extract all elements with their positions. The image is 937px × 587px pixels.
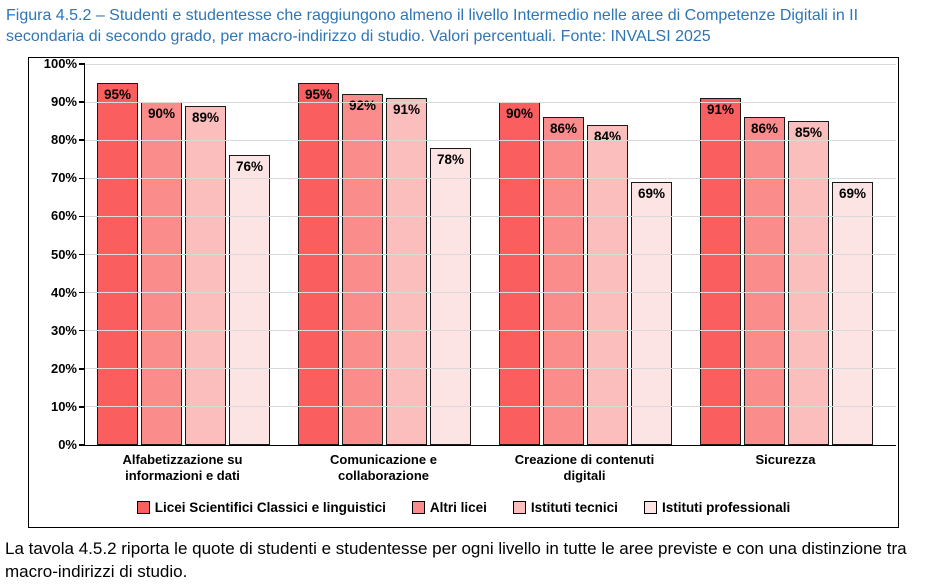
gridline bbox=[85, 330, 896, 332]
y-axis-tick-label: 10% bbox=[50, 398, 77, 414]
legend-label: Istituti professionali bbox=[661, 500, 791, 515]
bar: 92% bbox=[342, 94, 383, 445]
plot-area: 95% 90% 89% 76% 95% 92% 91% 78% 90% 86% 84% 69% 91% 8… bbox=[44, 56, 896, 452]
x-axis-category-label: Comunicazione e collaborazione bbox=[330, 452, 437, 483]
bar-value-label: 91% bbox=[392, 102, 421, 118]
legend-label: Altri licei bbox=[429, 500, 487, 515]
y-axis-tick bbox=[79, 101, 85, 103]
y-axis-tick bbox=[79, 63, 85, 65]
bar-group: 91% 86% 85% 69% bbox=[700, 98, 873, 445]
bar-value-label: 78% bbox=[436, 151, 465, 167]
legend-label: Istituti tecnici bbox=[530, 500, 618, 515]
footer-text: La tavola 4.5.2 riporta le quote di stud… bbox=[5, 539, 907, 581]
bar-value-label: 95% bbox=[304, 87, 333, 103]
legend-swatch bbox=[411, 501, 425, 514]
y-axis-tick-label: 20% bbox=[50, 360, 77, 376]
bar-value-label: 86% bbox=[549, 121, 578, 137]
legend-item: Altri licei bbox=[411, 500, 487, 515]
bar: 90% bbox=[141, 102, 182, 445]
bar-value-label: 76% bbox=[235, 159, 264, 175]
y-axis-tick bbox=[79, 291, 85, 294]
y-axis-tick bbox=[79, 406, 85, 408]
y-axis-tick-label: 80% bbox=[50, 132, 77, 148]
bar: 91% bbox=[700, 98, 741, 445]
bar: 89% bbox=[185, 105, 226, 445]
bar: 90% bbox=[499, 102, 540, 445]
y-axis-tick bbox=[79, 368, 85, 370]
bar-value-label: 90% bbox=[505, 106, 534, 122]
y-axis-tick-label: 40% bbox=[50, 284, 77, 300]
legend-swatch bbox=[643, 501, 657, 514]
y-axis-tick-label: 30% bbox=[50, 322, 77, 338]
x-axis-category-label: Sicurezza bbox=[755, 452, 816, 467]
y-axis-tick-label: 70% bbox=[50, 170, 77, 186]
bar-group: 95% 90% 89% 76% bbox=[97, 83, 270, 445]
bar-value-label: 69% bbox=[838, 186, 867, 202]
legend-item: Licei Scientifici Classici e linguistici bbox=[136, 500, 386, 515]
bar-value-label: 89% bbox=[191, 109, 220, 125]
bar-value-label: 69% bbox=[637, 186, 666, 202]
gridline bbox=[85, 101, 896, 103]
legend-swatch bbox=[136, 501, 150, 514]
x-axis-labels: Alfabetizzazione su informazioni e dati C… bbox=[84, 452, 896, 484]
gridline bbox=[85, 177, 896, 179]
bar-group: 95% 92% 91% 78% bbox=[298, 83, 471, 445]
gridline bbox=[85, 63, 896, 65]
chart-container: 95% 90% 89% 76% 95% 92% 91% 78% 90% 86% 84% 69% 91% 8… bbox=[28, 56, 899, 528]
bar-value-label: 91% bbox=[706, 102, 735, 118]
bar-group: 90% 86% 84% 69% bbox=[499, 102, 672, 445]
x-axis-category-label: Creazione di contenuti digitali bbox=[514, 452, 655, 483]
bar: 91% bbox=[386, 98, 427, 445]
legend-label: Licei Scientifici Classici e linguistici bbox=[154, 500, 386, 515]
bar: 84% bbox=[587, 124, 628, 445]
gridline bbox=[85, 139, 896, 141]
figure-caption: Figura 4.5.2 – Studenti e studentesse ch… bbox=[6, 7, 859, 45]
chart-legend: Licei Scientifici Classici e linguistici… bbox=[29, 500, 898, 515]
bar: 95% bbox=[298, 83, 339, 445]
gridline bbox=[85, 406, 896, 408]
legend-item: Istituti professionali bbox=[643, 500, 791, 515]
bar-value-label: 95% bbox=[103, 87, 132, 103]
y-axis-tick-label: 60% bbox=[50, 208, 77, 224]
y-axis-tick-label: 90% bbox=[50, 94, 77, 110]
x-axis-category-label: Alfabetizzazione su informazioni e dati bbox=[122, 452, 243, 483]
legend-swatch bbox=[512, 501, 526, 514]
gridline bbox=[85, 254, 896, 255]
gridline bbox=[85, 215, 896, 217]
y-axis-tick-label: 0% bbox=[58, 437, 77, 452]
bar: 69% bbox=[832, 182, 873, 445]
legend-item: Istituti tecnici bbox=[512, 500, 618, 515]
y-axis-tick-label: 100% bbox=[43, 56, 77, 71]
bar-value-label: 85% bbox=[794, 125, 823, 141]
bar: 85% bbox=[788, 121, 829, 445]
bar-value-label: 84% bbox=[593, 128, 622, 144]
y-axis-tick bbox=[79, 139, 85, 141]
y-axis-tick-label: 50% bbox=[50, 246, 77, 262]
y-axis-tick bbox=[79, 177, 85, 180]
bar-value-label: 90% bbox=[147, 106, 176, 122]
bar: 69% bbox=[631, 182, 672, 445]
bar: 86% bbox=[543, 117, 584, 445]
y-axis-tick bbox=[79, 444, 85, 446]
bar: 86% bbox=[744, 117, 785, 445]
y-axis-tick bbox=[79, 215, 85, 218]
bar: 78% bbox=[430, 147, 471, 445]
bar: 95% bbox=[97, 83, 138, 445]
y-axis-tick bbox=[79, 253, 85, 256]
y-axis-tick bbox=[79, 329, 85, 332]
gridline bbox=[85, 368, 896, 370]
gridline bbox=[85, 292, 896, 294]
bar: 76% bbox=[229, 155, 270, 445]
bar-value-label: 86% bbox=[750, 121, 779, 137]
